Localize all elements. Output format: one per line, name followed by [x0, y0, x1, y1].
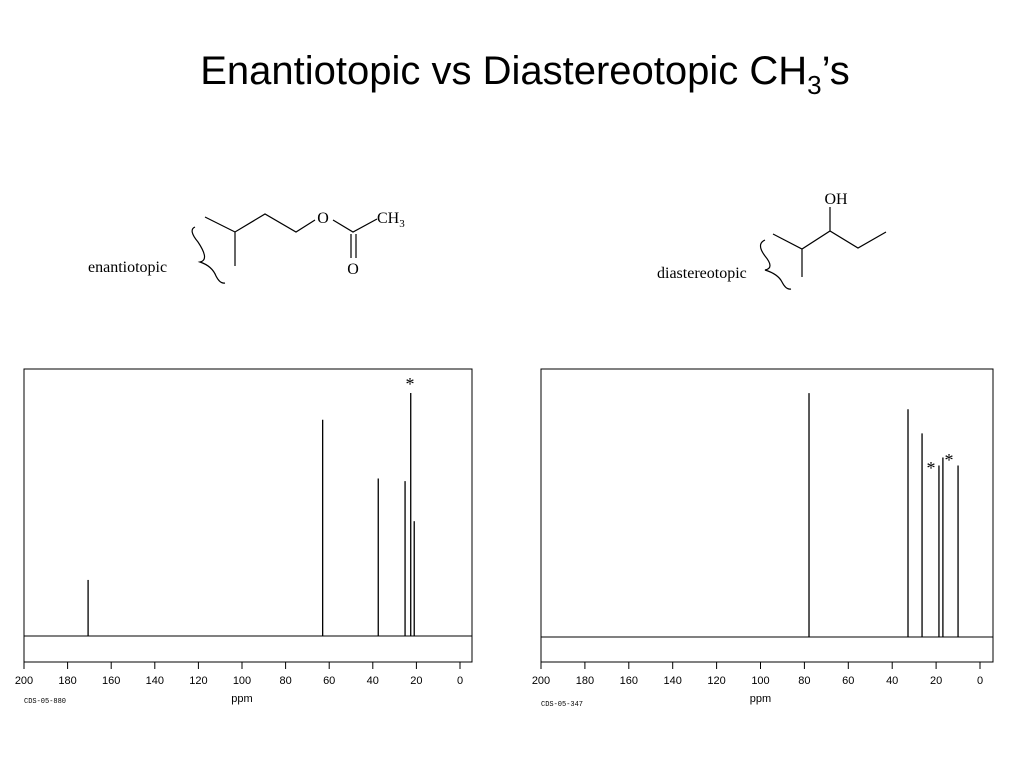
plot-frame: [540, 368, 994, 663]
x-axis-label: ppm: [750, 693, 771, 705]
title-tail: ’s: [822, 49, 850, 93]
molecule-label: enantiotopic: [88, 259, 167, 276]
x-tick-label: 160: [620, 675, 638, 687]
x-tick-label: 120: [707, 675, 725, 687]
brace: [191, 226, 226, 284]
x-tick-label: 0: [457, 675, 463, 687]
footer: CDS-05-880: [24, 698, 66, 706]
x-tick-label: 80: [279, 675, 291, 687]
x-tick-label: 80: [798, 675, 810, 687]
x-tick-label: 200: [532, 675, 550, 687]
x-tick-label: 20: [410, 675, 422, 687]
title-main: Enantiotopic vs Diastereotopic CH: [200, 49, 807, 93]
atom-sub: 3: [399, 218, 405, 230]
x-tick-label: 120: [189, 675, 207, 687]
x-axis-label: ppm: [231, 693, 252, 705]
x-tick-label: 140: [664, 675, 682, 687]
x-tick-label: 40: [886, 675, 898, 687]
x-tick-label: 180: [576, 675, 594, 687]
atom: OH: [824, 191, 848, 208]
x-tick-label: 40: [367, 675, 379, 687]
x-tick-label: 20: [930, 675, 942, 687]
annotation: *: [927, 458, 936, 478]
atom: CH3: [377, 210, 405, 230]
x-tick-label: 200: [15, 675, 33, 687]
x-tick-label: 160: [102, 675, 120, 687]
molecule-right: [759, 207, 887, 290]
x-tick-label: 100: [751, 675, 769, 687]
atom-main: CH: [377, 210, 400, 227]
plot-frame: [23, 368, 473, 663]
annotation: *: [406, 374, 415, 394]
atom: O: [347, 261, 359, 278]
atom: O: [317, 210, 329, 227]
brace: [759, 239, 792, 290]
x-tick-label: 140: [146, 675, 164, 687]
molecule-left: [191, 213, 378, 284]
x-tick-label: 180: [58, 675, 76, 687]
x-tick-label: 0: [977, 675, 983, 687]
x-tick-label: 100: [233, 675, 251, 687]
annotation: *: [945, 450, 954, 470]
molecule-label: diastereotopic: [657, 265, 747, 282]
bonds: [204, 213, 378, 266]
slide-title: Enantiotopic vs Diastereotopic CH3’s: [200, 49, 850, 100]
x-tick-label: 60: [842, 675, 854, 687]
footer: CDS-05-347: [541, 701, 583, 709]
title-sub: 3: [807, 70, 821, 100]
bonds: [772, 207, 887, 277]
x-tick-label: 60: [323, 675, 335, 687]
